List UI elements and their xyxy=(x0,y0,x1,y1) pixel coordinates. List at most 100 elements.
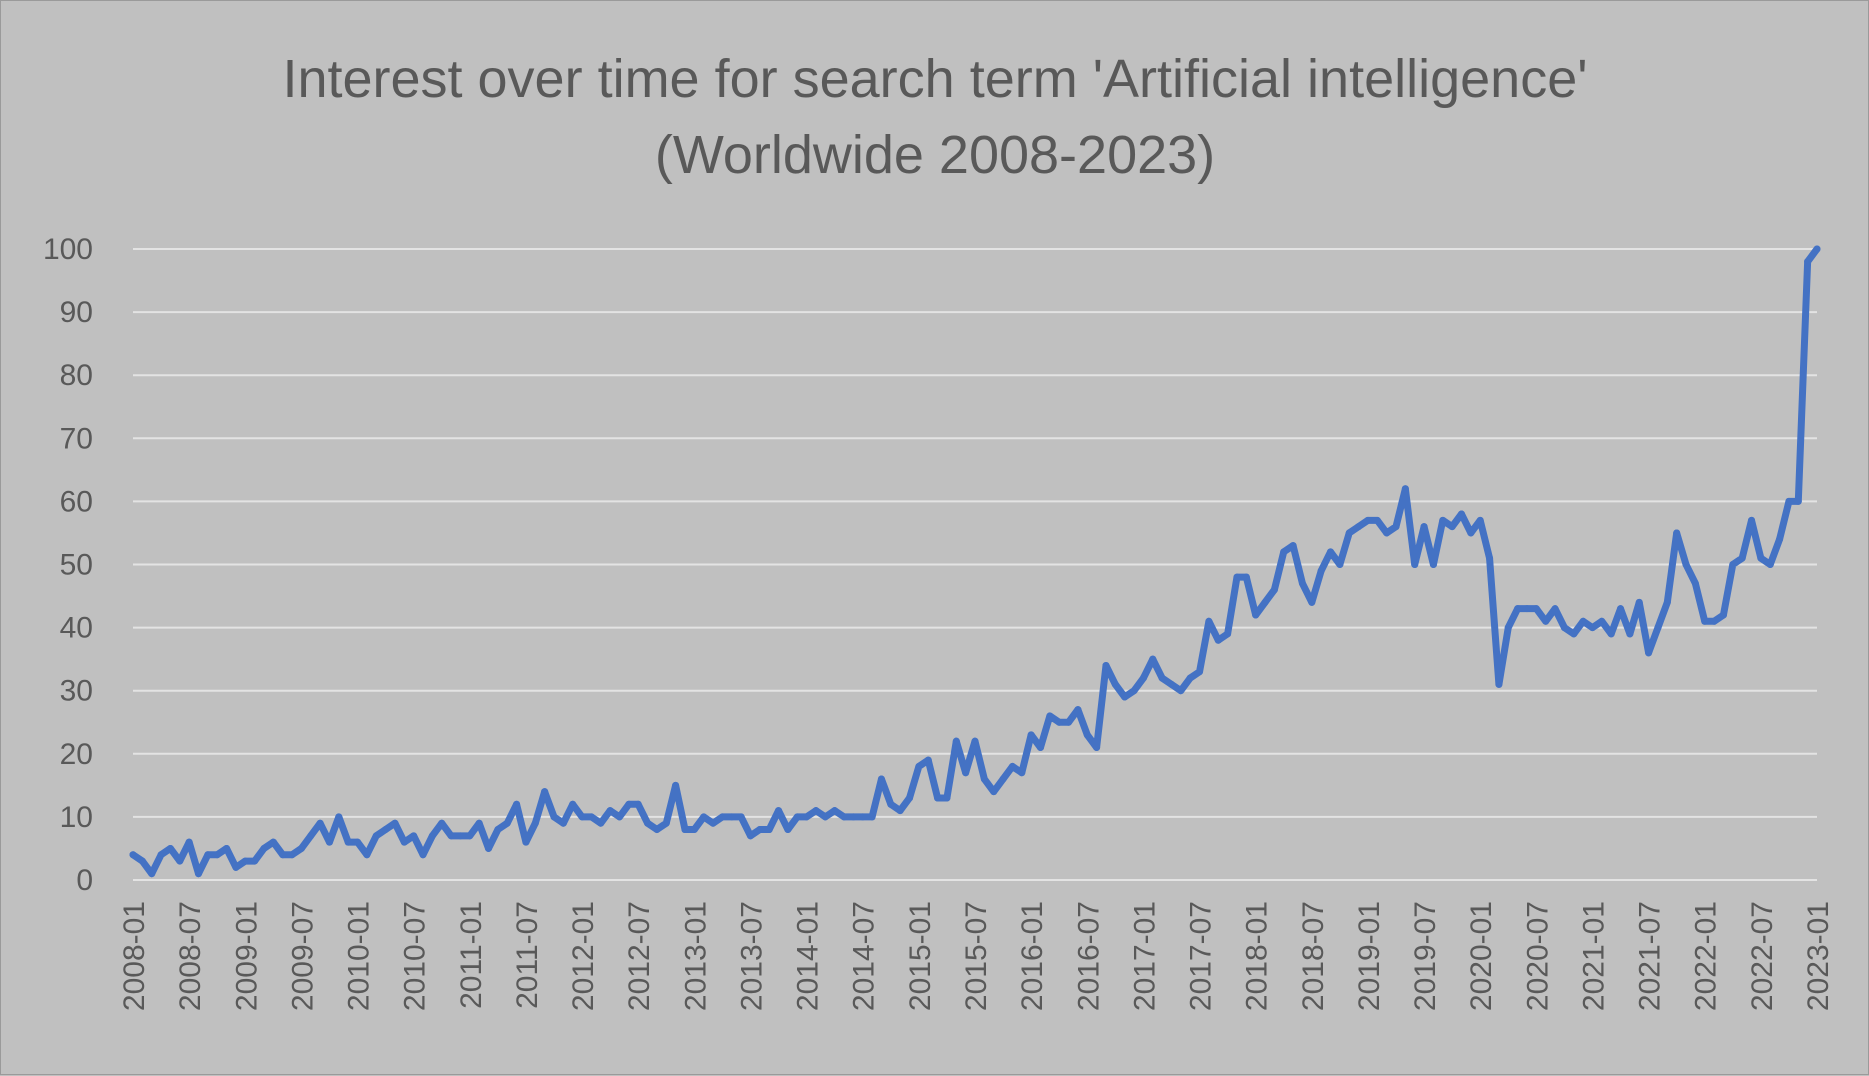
x-tick-label: 2015-07 xyxy=(960,901,993,1011)
data-point xyxy=(1663,598,1671,606)
data-point xyxy=(999,775,1007,783)
data-point xyxy=(382,826,390,834)
data-point xyxy=(1617,605,1625,613)
data-point xyxy=(1570,630,1578,638)
x-tick-label: 2008-07 xyxy=(174,901,207,1011)
data-point xyxy=(279,851,287,859)
x-tick-label: 2012-07 xyxy=(623,901,656,1011)
data-point xyxy=(990,788,998,796)
data-point xyxy=(1504,624,1512,632)
data-point xyxy=(775,807,783,815)
x-tick-label: 2010-01 xyxy=(343,901,376,1011)
data-point xyxy=(1486,554,1494,562)
data-point xyxy=(269,838,277,846)
data-point xyxy=(1074,706,1082,714)
x-tick-label: 2014-07 xyxy=(848,901,881,1011)
data-point xyxy=(896,807,904,815)
data-point xyxy=(466,832,474,840)
gridlines xyxy=(133,248,1817,881)
data-point xyxy=(213,851,221,859)
data-point xyxy=(1429,561,1437,568)
data-point xyxy=(1158,674,1166,682)
data-point xyxy=(1327,548,1335,556)
x-tick-label: 2017-07 xyxy=(1185,901,1218,1011)
x-tick-label: 2019-01 xyxy=(1353,901,1386,1011)
data-point xyxy=(1476,516,1484,524)
data-point xyxy=(1186,674,1194,682)
data-point xyxy=(877,775,885,783)
y-tick-label: 40 xyxy=(60,612,93,645)
data-point xyxy=(232,863,240,871)
x-tick-label: 2021-07 xyxy=(1634,901,1667,1011)
data-point xyxy=(1719,611,1727,619)
data-point xyxy=(1748,516,1756,524)
data-point xyxy=(1289,542,1297,550)
data-point xyxy=(625,800,633,808)
data-point xyxy=(1065,718,1073,726)
data-point xyxy=(559,819,567,827)
data-point xyxy=(1196,668,1204,676)
x-tick-label: 2020-07 xyxy=(1521,901,1554,1011)
data-point xyxy=(438,819,446,827)
data-point xyxy=(840,813,848,821)
data-point xyxy=(1766,561,1774,568)
data-point xyxy=(737,813,745,821)
data-point xyxy=(1654,624,1662,632)
data-point xyxy=(354,838,362,846)
x-tick-label: 2008-01 xyxy=(118,901,151,1011)
data-point xyxy=(971,737,979,745)
chart-title: Interest over time for search term 'Arti… xyxy=(282,49,1587,109)
data-point xyxy=(288,851,296,859)
data-point xyxy=(1130,687,1138,695)
data-point xyxy=(400,838,408,846)
data-point xyxy=(1149,655,1157,663)
data-point xyxy=(1813,245,1821,253)
data-point xyxy=(728,813,736,821)
y-tick-label: 50 xyxy=(60,549,93,582)
data-point xyxy=(1102,661,1110,669)
x-tick-label: 2022-01 xyxy=(1690,901,1723,1011)
data-point xyxy=(662,819,670,827)
data-point xyxy=(1495,680,1503,688)
data-point xyxy=(1551,605,1559,613)
data-point xyxy=(1523,605,1531,613)
y-tick-label: 90 xyxy=(60,296,93,329)
data-point xyxy=(372,832,380,840)
data-point xyxy=(765,826,773,834)
data-point xyxy=(494,826,502,834)
data-point xyxy=(1738,554,1746,562)
y-tick-label: 10 xyxy=(60,801,93,834)
data-point xyxy=(1710,617,1718,625)
data-point xyxy=(709,819,717,827)
data-point xyxy=(859,813,867,821)
data-point xyxy=(260,844,268,852)
x-tick-label: 2018-01 xyxy=(1241,901,1274,1011)
x-tick-label: 2012-01 xyxy=(567,901,600,1011)
data-point xyxy=(1373,516,1381,524)
data-point xyxy=(1579,617,1587,625)
data-point xyxy=(849,813,857,821)
data-point xyxy=(1401,485,1409,493)
data-point xyxy=(344,838,352,846)
data-point xyxy=(1121,693,1129,701)
data-point xyxy=(1392,523,1400,531)
data-point xyxy=(176,857,184,865)
data-point xyxy=(1785,497,1793,505)
data-point xyxy=(1336,561,1344,568)
data-point xyxy=(718,813,726,821)
data-point xyxy=(541,788,549,796)
data-point xyxy=(1804,258,1812,266)
data-point xyxy=(1364,516,1372,524)
data-point xyxy=(419,851,427,859)
data-point xyxy=(1242,573,1250,581)
data-point xyxy=(550,813,558,821)
data-point xyxy=(129,851,137,859)
data-point xyxy=(1355,523,1363,531)
data-point xyxy=(606,807,614,815)
data-point xyxy=(793,813,801,821)
chart-subtitle: (Worldwide 2008-2023) xyxy=(655,125,1215,185)
data-point xyxy=(428,832,436,840)
data-point xyxy=(1308,598,1316,606)
data-point xyxy=(503,819,511,827)
